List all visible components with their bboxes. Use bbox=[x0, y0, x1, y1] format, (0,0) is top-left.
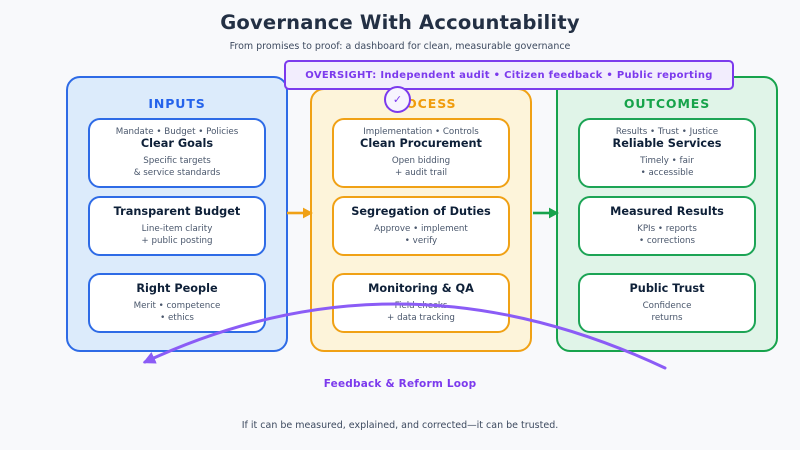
card-detail: + data tracking bbox=[387, 312, 455, 323]
card-detail: • corrections bbox=[638, 235, 696, 246]
card-detail: Confidence bbox=[642, 301, 692, 312]
card-title: Measured Results bbox=[610, 204, 724, 218]
inputs-header: INPUTS bbox=[148, 96, 206, 111]
card-detail: • accessible bbox=[640, 167, 694, 178]
card-public-trust: Public Trust Confidence returns bbox=[578, 273, 756, 333]
card-title: Clear Goals bbox=[140, 136, 214, 150]
page-title: Governance With Accountability bbox=[220, 11, 580, 34]
card-clear-goals: Mandate • Budget • Policies Clear Goals … bbox=[88, 118, 266, 188]
oversight-banner: OVERSIGHT: Independent audit • Citizen f… bbox=[284, 60, 734, 90]
card-detail: Line-item clarity bbox=[141, 224, 213, 235]
feedback-loop-label: Feedback & Reform Loop bbox=[323, 378, 477, 390]
card-detail: • verify bbox=[404, 235, 438, 246]
card-title: Public Trust bbox=[629, 281, 705, 295]
card-clean-procurement: Implementation • Controls Clean Procurem… bbox=[332, 118, 510, 188]
card-transparent-budget: Transparent Budget Line-item clarity + p… bbox=[88, 196, 266, 256]
card-measured-results: Measured Results KPIs • reports • correc… bbox=[578, 196, 756, 256]
card-caption: Implementation • Controls bbox=[363, 126, 479, 137]
card-caption: Results • Trust • Justice bbox=[615, 126, 719, 137]
card-title: Reliable Services bbox=[612, 136, 722, 150]
oversight-check-badge: ✓ bbox=[384, 86, 411, 113]
card-title: Segregation of Duties bbox=[351, 204, 491, 218]
card-detail: Open bidding bbox=[391, 156, 451, 167]
card-detail: • ethics bbox=[160, 312, 194, 323]
page-footer: If it can be measured, explained, and co… bbox=[241, 420, 559, 431]
card-detail: Specific targets bbox=[143, 156, 211, 167]
page-subtitle: From promises to proof: a dashboard for … bbox=[229, 41, 571, 52]
card-detail: + audit trail bbox=[394, 167, 448, 178]
card-detail: Timely • fair bbox=[640, 156, 694, 167]
card-title: Monitoring & QA bbox=[368, 281, 474, 295]
card-segregation-of-duties: Segregation of Duties Approve • implemen… bbox=[332, 196, 510, 256]
card-detail: & service standards bbox=[133, 167, 221, 178]
card-detail: Merit • competence bbox=[133, 301, 221, 312]
process-header: PROCESS bbox=[385, 96, 457, 111]
card-title: Right People bbox=[136, 281, 218, 295]
card-detail: + public posting bbox=[141, 235, 213, 246]
card-monitoring-qa: Monitoring & QA Field checks + data trac… bbox=[332, 273, 510, 333]
card-detail: KPIs • reports bbox=[637, 224, 697, 235]
card-detail: Field checks bbox=[394, 301, 448, 312]
card-right-people: Right People Merit • competence • ethics bbox=[88, 273, 266, 333]
card-reliable-services: Results • Trust • Justice Reliable Servi… bbox=[578, 118, 756, 188]
card-detail: Approve • implement bbox=[374, 224, 468, 235]
oversight-label: OVERSIGHT: Independent audit • Citizen f… bbox=[305, 69, 713, 81]
card-caption: Mandate • Budget • Policies bbox=[115, 126, 239, 137]
card-title: Clean Procurement bbox=[360, 136, 482, 150]
check-icon: ✓ bbox=[392, 93, 403, 106]
card-detail: returns bbox=[651, 312, 683, 323]
outcomes-header: OUTCOMES bbox=[623, 96, 711, 111]
card-title: Transparent Budget bbox=[113, 204, 241, 218]
